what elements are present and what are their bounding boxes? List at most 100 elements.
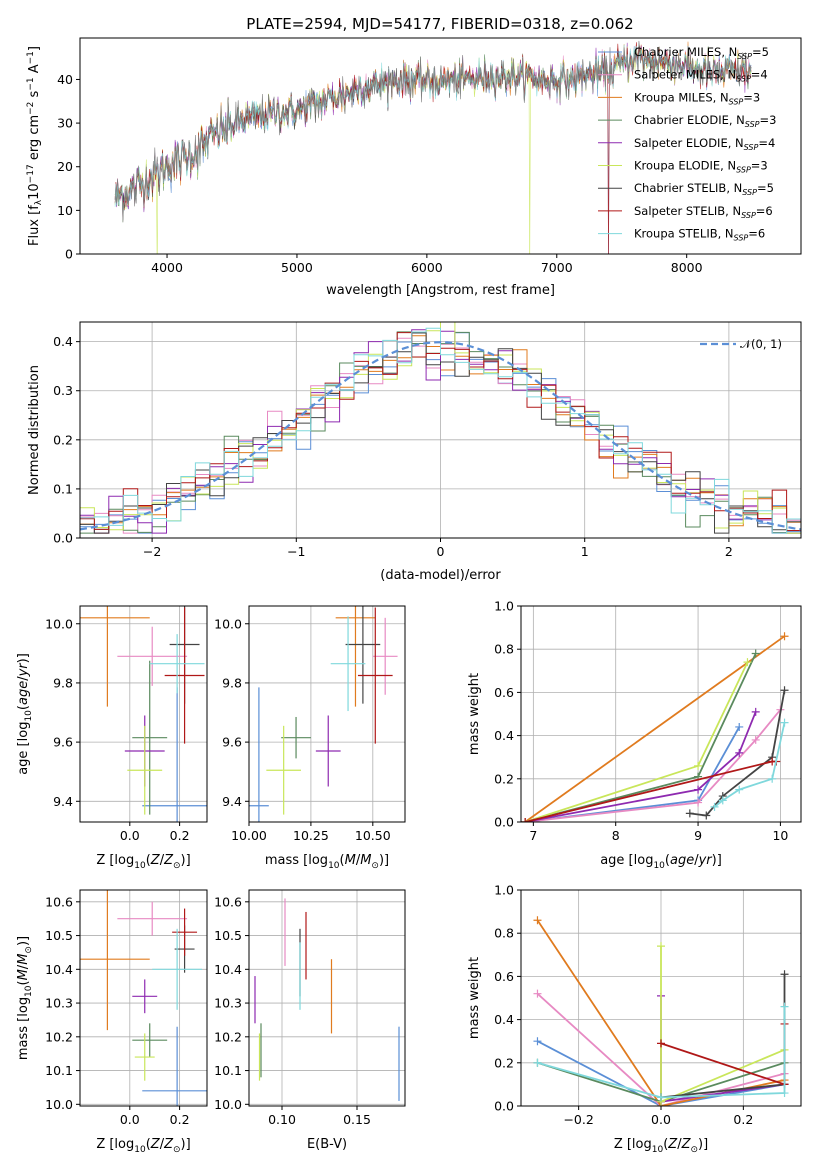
age_vs_mass-frame xyxy=(248,605,406,823)
mass_vs_ebv-frame xyxy=(248,889,406,1107)
legend-label: Salpeter MILES, NSSP=4 xyxy=(634,68,768,84)
mass_vs_ebv-panel: 0.10 0.15 10.0 10.1 10.2 10.3 10.4 10.5 10.6 E(B-… xyxy=(214,889,406,1152)
y-axis-label: Flux [fλ10−17 erg cm−2 s−1 A−1] xyxy=(26,46,44,246)
weight_vs_age-xtick-label: 10 xyxy=(772,828,788,843)
age_vs_mass-xtick-label: 10.50 xyxy=(355,828,391,843)
mass_vs_ebv-ytick-label: 10.0 xyxy=(214,1097,242,1112)
mass_vs_ebv-ytick-label: 10.5 xyxy=(214,928,242,943)
x-axis-label: Z [log10(Z/Z⊙)] xyxy=(96,1137,190,1155)
residuals-plot-area xyxy=(80,322,801,538)
residuals-ytick-label: 0.2 xyxy=(53,432,73,447)
weight-marker xyxy=(657,942,665,951)
mass_vs_Z-xtick-label: 0.2 xyxy=(170,1112,190,1127)
age_vs_Z-ytick-label: 9.6 xyxy=(53,735,73,750)
residuals-xtick-label: −1 xyxy=(287,544,305,559)
weight_vs_age-frame xyxy=(520,605,802,823)
weight_vs_Z-ytick-label: 0.8 xyxy=(494,926,514,941)
x-axis-label: E(B-V) xyxy=(307,1137,347,1152)
mass_vs_Z-ytick-label: 10.3 xyxy=(45,996,73,1011)
weight_vs_age-ytick-label: 0.4 xyxy=(494,728,514,743)
weight-marker xyxy=(780,686,789,695)
residual-histogram-salpeter-stelib xyxy=(80,332,801,538)
y-axis-label: mass weight xyxy=(467,957,482,1039)
weight_vs_age-xtick-label: 9 xyxy=(694,828,702,843)
x-axis-label: wavelength [Angstrom, rest frame] xyxy=(326,283,555,298)
x-axis-label: (data-model)/error xyxy=(380,568,501,583)
legend-label: Chabrier ELODIE, NSSP=3 xyxy=(634,113,776,129)
spectrum-panel: 4000 5000 6000 7000 8000 0 10 20 30 40 Chabrier MI… xyxy=(26,37,802,298)
weight_vs_Z-xtick-label: −0.2 xyxy=(563,1112,593,1127)
age_vs_mass-ytick-label: 9.4 xyxy=(222,794,242,809)
mass_vs_Z-plot-area xyxy=(80,890,207,1106)
residuals-ytick-label: 0.3 xyxy=(53,383,73,398)
spectrum-xtick-label: 6000 xyxy=(411,260,443,275)
age_vs_mass-xtick-label: 10.25 xyxy=(293,828,329,843)
x-axis-label: mass [log10(M/M⊙)] xyxy=(265,853,389,871)
weight-marker xyxy=(657,1093,665,1102)
x-axis-label: Z [log10(Z/Z⊙)] xyxy=(614,1137,708,1155)
weight_vs_age-xtick-label: 7 xyxy=(529,828,537,843)
spectrum-xtick-label: 8000 xyxy=(671,260,703,275)
normal-reference-curve xyxy=(80,341,801,531)
legend-label: Salpeter ELODIE, NSSP=4 xyxy=(634,136,775,152)
weight-marker xyxy=(751,735,760,744)
weight-line-salpeter-stelib xyxy=(524,760,777,822)
weight-line-kroupa-stelib xyxy=(537,1006,786,1099)
mass_vs_Z-ytick-label: 10.1 xyxy=(45,1063,73,1078)
weight_vs_Z-xtick-label: 0.2 xyxy=(733,1112,753,1127)
weight-marker xyxy=(694,785,703,794)
spectrum-frame xyxy=(79,37,802,255)
residuals-xtick-label: 2 xyxy=(725,544,733,559)
legend-label: Chabrier STELIB, NSSP=5 xyxy=(634,181,774,197)
weight-marker xyxy=(710,802,719,811)
weight-line-salpeter-elodie xyxy=(524,711,757,822)
y-axis-label: mass [log10(M/M⊙)] xyxy=(16,936,34,1060)
weight-line-salpeter-miles xyxy=(536,993,785,1106)
spectrum-xtick-label: 7000 xyxy=(541,260,573,275)
mass_vs_ebv-xtick-label: 0.10 xyxy=(268,1112,296,1127)
residuals-panel: −2 −1 0 1 2 0.0 0.1 0.2 0.3 0.4 𝒩(0, 1) (data-model… xyxy=(27,321,802,583)
age_vs_Z-ytick-label: 10.0 xyxy=(45,616,73,631)
mass_vs_Z-ytick-label: 10.4 xyxy=(45,962,73,977)
weight-marker xyxy=(533,1037,542,1046)
x-axis-label: Z [log10(Z/Z⊙)] xyxy=(96,853,190,871)
weight-marker xyxy=(780,632,789,641)
weight-marker xyxy=(780,1002,789,1011)
age_vs_mass-plot-area xyxy=(249,606,398,822)
weight-marker xyxy=(702,811,711,820)
weight_vs_Z-plot-area xyxy=(533,916,789,1106)
age_vs_Z-frame xyxy=(79,605,208,823)
mass_vs_ebv-ytick-label: 10.2 xyxy=(214,1029,242,1044)
weight_vs_Z-ytick-label: 0.4 xyxy=(494,1012,514,1027)
legend-label: 𝒩(0, 1) xyxy=(740,337,782,351)
x-axis-label: age [log10(age/yr)] xyxy=(600,853,722,871)
weight-marker xyxy=(768,774,777,783)
figure-title: PLATE=2594, MJD=54177, FIBERID=0318, z=0… xyxy=(246,15,633,33)
weight-marker xyxy=(751,707,760,716)
age_vs_Z-xtick-label: 0.0 xyxy=(120,828,140,843)
age_vs_Z-ytick-label: 9.8 xyxy=(53,675,73,690)
spectrum-ytick-label: 30 xyxy=(57,116,73,131)
weight_vs_Z-xtick-label: 0.0 xyxy=(651,1112,671,1127)
spectrum-ytick-label: 20 xyxy=(57,159,73,174)
weight-marker xyxy=(735,748,744,757)
weight_vs_age-ytick-label: 0.8 xyxy=(494,642,514,657)
spectrum-ytick-label: 0 xyxy=(65,247,73,262)
mass_vs_ebv-ytick-label: 10.4 xyxy=(214,962,242,977)
mass_vs_ebv-ytick-label: 10.3 xyxy=(214,996,242,1011)
mass_vs_Z-panel: 0.0 0.2 10.0 10.1 10.2 10.3 10.4 10.5 10.6 Z [log… xyxy=(16,889,208,1155)
mass_vs_ebv-ytick-label: 10.1 xyxy=(214,1063,242,1078)
y-axis-label: Normed distribution xyxy=(27,365,42,495)
mass_vs_ebv-plot-area xyxy=(254,898,400,1101)
mass_vs_Z-ytick-label: 10.2 xyxy=(45,1029,73,1044)
mass_vs_Z-xtick-label: 0.0 xyxy=(120,1112,140,1127)
residuals-xtick-label: 1 xyxy=(581,544,589,559)
weight_vs_Z-ytick-label: 0.2 xyxy=(494,1055,514,1070)
spectrum-xtick-label: 5000 xyxy=(281,260,313,275)
mass_vs_Z-frame xyxy=(79,889,208,1107)
weight_vs_age-ytick-label: 0.0 xyxy=(494,815,514,830)
weight_vs_age-ytick-label: 1.0 xyxy=(494,599,514,614)
weight-marker xyxy=(533,1058,542,1067)
age_vs_Z-plot-area xyxy=(80,606,207,822)
